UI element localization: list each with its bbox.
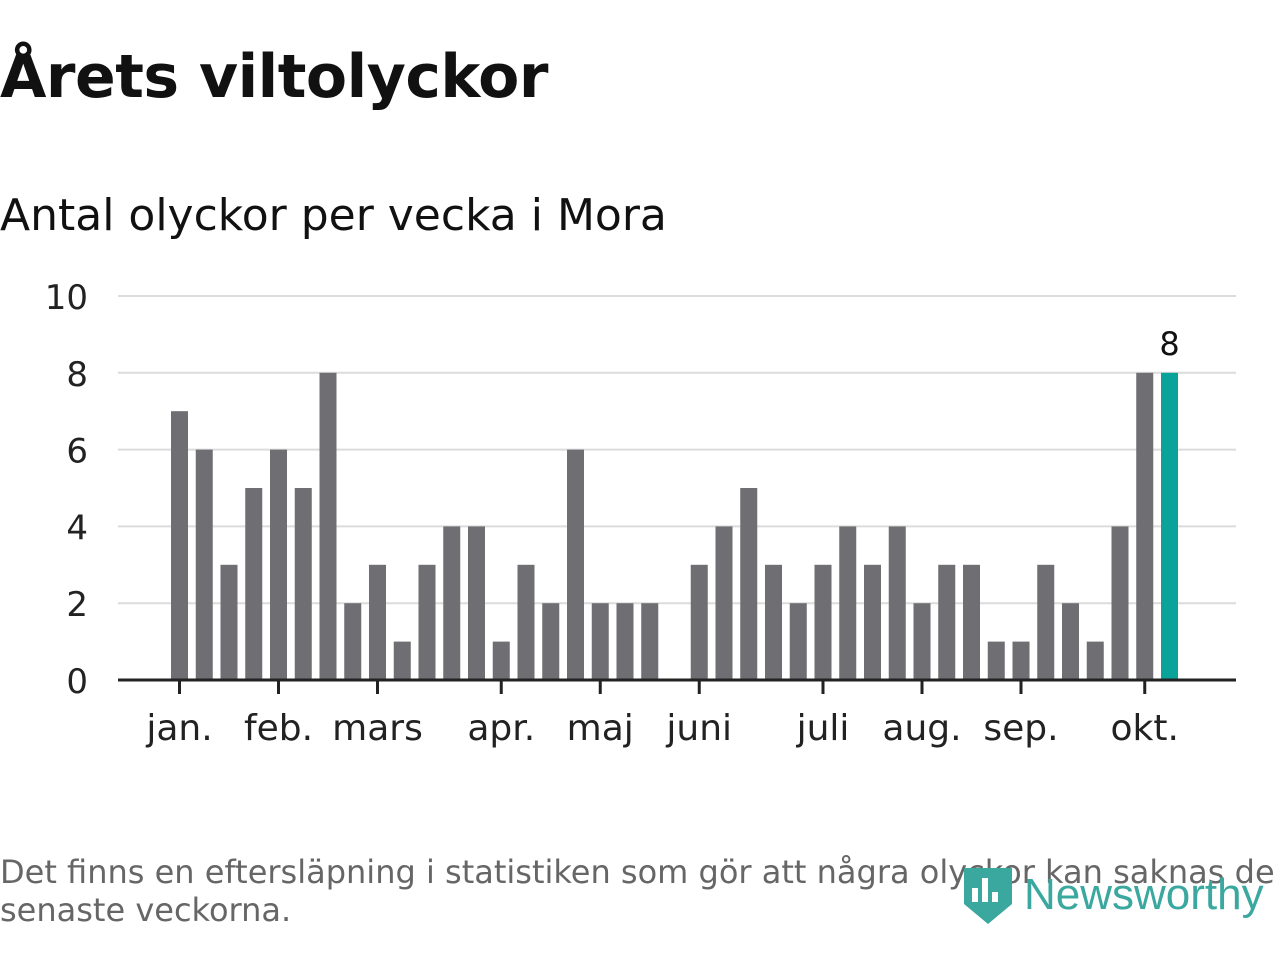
x-tick-label: jan. (145, 708, 212, 749)
bar (913, 603, 931, 680)
bar (344, 603, 362, 680)
bar (1062, 603, 1079, 680)
bar (567, 449, 584, 680)
y-tick-label: 10 (45, 278, 88, 318)
bar (1111, 526, 1129, 680)
bar (591, 603, 609, 680)
highlight-bar (1161, 372, 1178, 680)
y-axis-ticks: 0 2 4 6 8 10 (45, 278, 88, 702)
bar (542, 603, 560, 680)
bar (938, 564, 956, 680)
y-tick-label: 2 (66, 585, 88, 625)
brand-logo: Newsworthy (962, 860, 1264, 930)
bar (517, 564, 535, 680)
y-tick-label: 6 (66, 432, 88, 472)
bar (418, 564, 436, 680)
x-tick-label: apr. (467, 708, 535, 749)
y-tick-label: 0 (66, 662, 88, 702)
bar (468, 526, 485, 680)
bar (294, 488, 312, 680)
footnote: Det finns en eftersläpning i statistiken… (0, 853, 1275, 929)
chart-title: Årets viltolyckor (0, 42, 549, 112)
bar (839, 526, 857, 680)
bar (740, 488, 758, 680)
x-tick-label: mars (332, 708, 423, 749)
x-tick-label: sep. (983, 708, 1058, 749)
bar-chart-shield-icon (964, 868, 1012, 924)
x-axis-ticks: jan. feb. mars apr. maj juni juli aug. sep. okt. (145, 680, 1179, 749)
bar (319, 372, 337, 680)
bar (715, 526, 733, 680)
brand-name: Newsworthy (1024, 870, 1264, 919)
bar (888, 526, 906, 680)
chart-subtitle: Antal olyckor per vecka i Mora (0, 190, 667, 241)
bar (1037, 564, 1055, 680)
bar (369, 564, 386, 680)
bar (171, 411, 188, 680)
bar (492, 641, 510, 680)
x-tick-label: okt. (1111, 708, 1179, 749)
bar (270, 449, 287, 680)
bar (393, 641, 411, 680)
x-tick-label: juni (665, 708, 732, 749)
bar (963, 564, 980, 680)
bar (864, 564, 881, 680)
y-tick-label: 4 (66, 508, 88, 548)
x-tick-label: juli (796, 708, 850, 749)
bar (1136, 372, 1154, 680)
bar (641, 603, 659, 680)
bar (987, 641, 1005, 680)
bar (220, 564, 238, 680)
y-tick-label: 8 (66, 355, 88, 395)
bar (814, 564, 832, 680)
bar (690, 564, 708, 680)
bar (1012, 641, 1030, 680)
bar (245, 488, 263, 680)
bars (171, 372, 1178, 680)
data-labels: 8 (1159, 325, 1179, 363)
bar (195, 449, 213, 680)
bar (1086, 641, 1104, 680)
bar (789, 603, 807, 680)
x-tick-label: aug. (882, 708, 961, 749)
bar (765, 564, 782, 680)
data-label: 8 (1159, 325, 1179, 363)
x-tick-label: feb. (244, 708, 313, 749)
bar (616, 603, 634, 680)
x-tick-label: maj (567, 708, 634, 749)
bar (443, 526, 461, 680)
bar-chart: 0 2 4 6 8 10 jan. feb. mars apr. maj juni juli aug. s… (45, 278, 1236, 749)
